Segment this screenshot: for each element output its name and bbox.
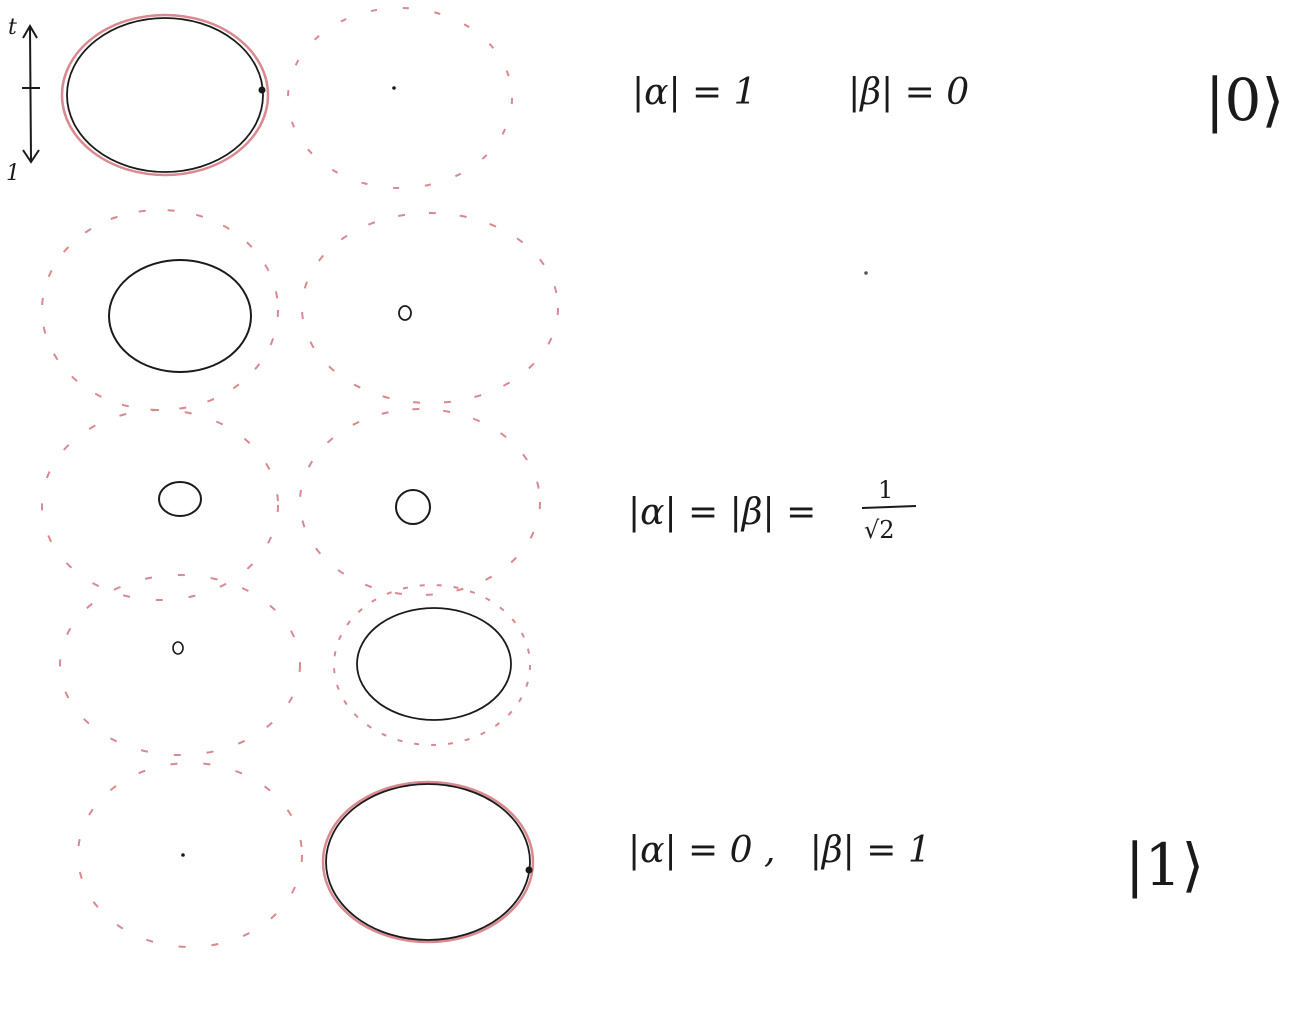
row-2-left-orbit [41, 209, 279, 411]
time-axis-bottom-label: 1 [6, 161, 20, 186]
row-1-right-orbit [287, 7, 513, 189]
row-1-left-orbit [60, 13, 270, 177]
row-3-equation: |α| = |β| = [628, 492, 816, 533]
row-3-fraction-numerator: 1 [878, 476, 893, 504]
time-axis [22, 24, 40, 164]
row-5-left-orbit [77, 762, 303, 948]
row-3-fraction-denominator: √2 [864, 516, 895, 544]
row-3-left-orbit [41, 409, 279, 601]
row-3-fraction-bar [861, 505, 917, 509]
row-5-equation: |α| = 0 , |β| = 1 [628, 830, 931, 871]
row-4-right-orbit [333, 584, 531, 746]
row-3-right-orbit [299, 408, 541, 596]
row-4-left-orbit [59, 574, 301, 756]
row-1-equation: |α| = 1 |β| = 0 [632, 72, 969, 113]
stray-dot [864, 271, 868, 275]
row-5-right-orbit [321, 780, 535, 944]
row-2-right-orbit [301, 212, 559, 404]
ket-zero-label: |0⟩ [1205, 66, 1284, 134]
time-axis-top-label: t [8, 15, 17, 40]
ket-one-label: |1⟩ [1125, 831, 1204, 899]
